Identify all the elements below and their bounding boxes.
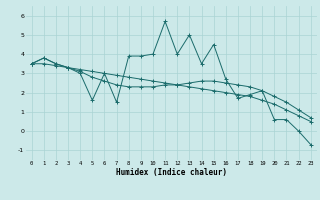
- X-axis label: Humidex (Indice chaleur): Humidex (Indice chaleur): [116, 168, 227, 177]
